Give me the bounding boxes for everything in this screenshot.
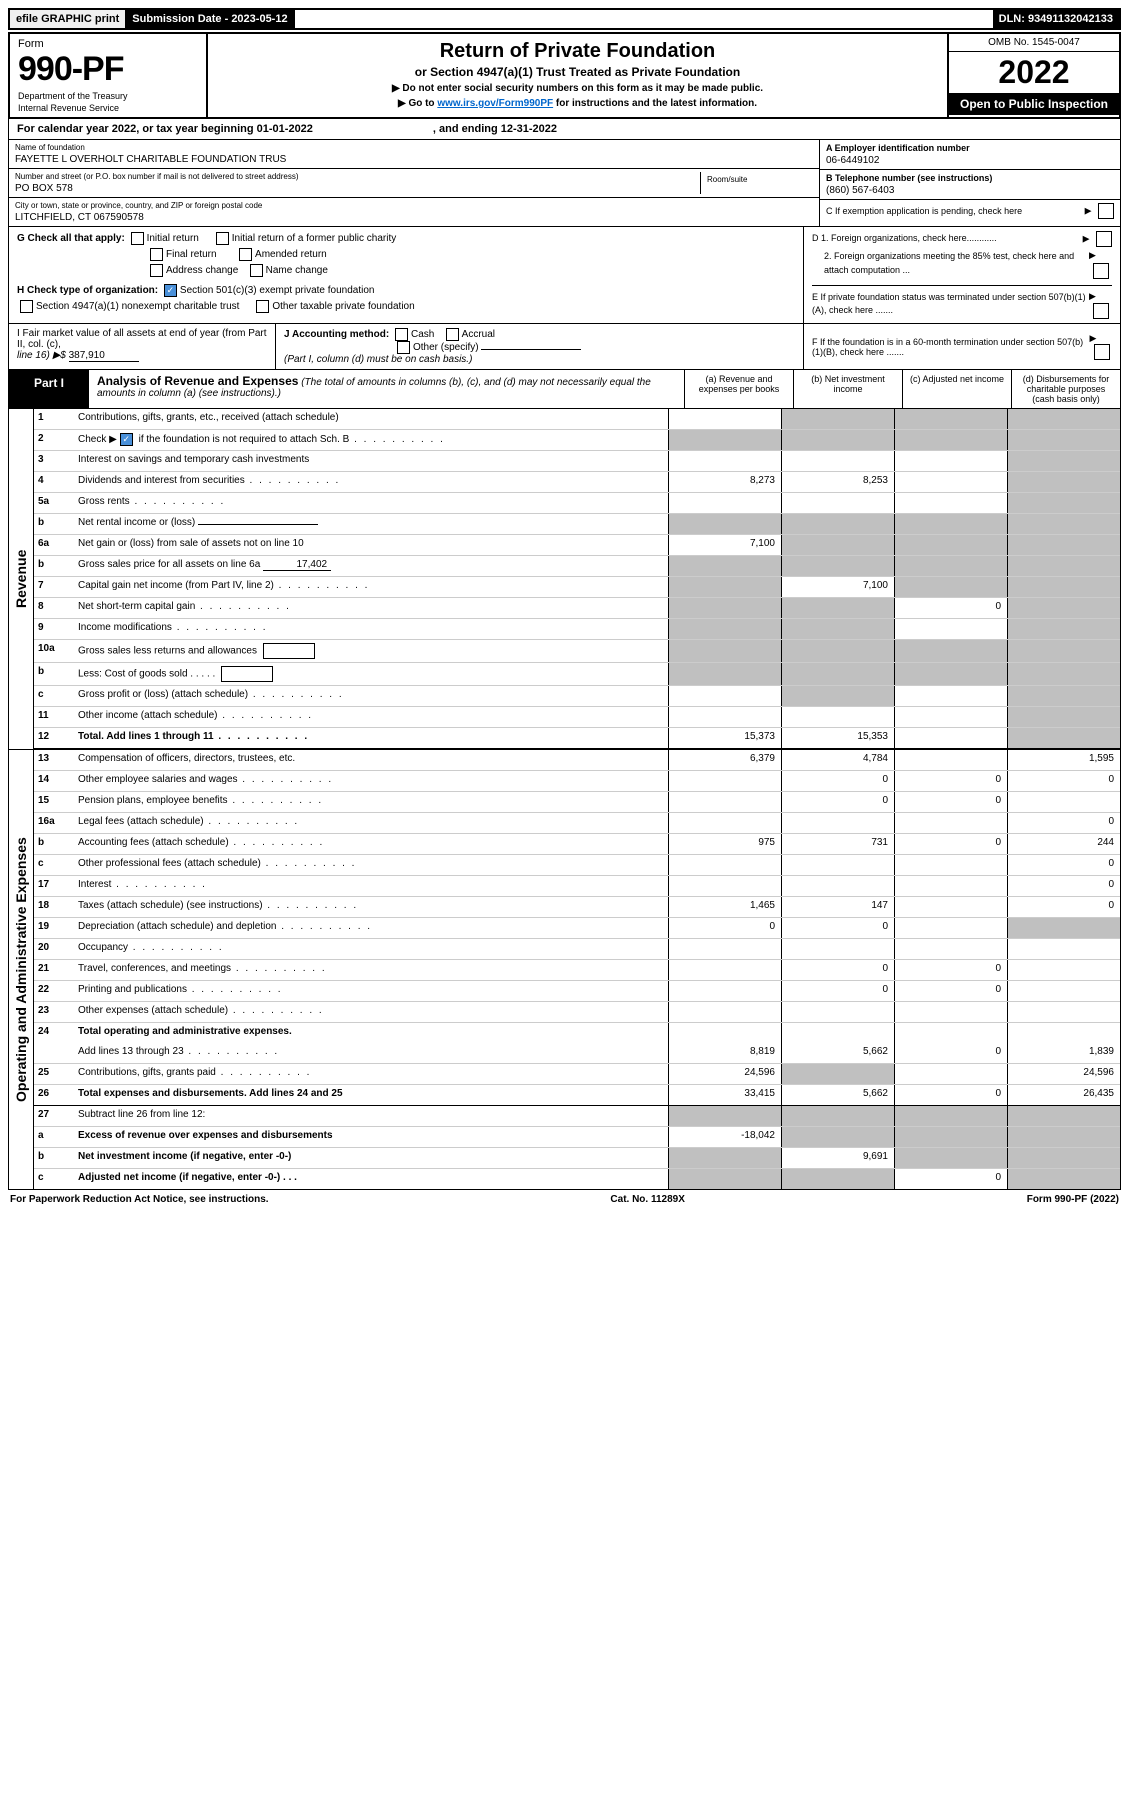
j-other-checkbox[interactable] — [397, 341, 410, 354]
expenses-side-label: Operating and Administrative Expenses — [9, 750, 34, 1189]
foundation-address: PO BOX 578 — [15, 183, 700, 194]
irs-link[interactable]: www.irs.gov/Form990PF — [437, 98, 553, 109]
foundation-city: LITCHFIELD, CT 067590578 — [15, 212, 813, 223]
top-bar: efile GRAPHIC print Submission Date - 20… — [8, 8, 1121, 30]
phone-label: B Telephone number (see instructions) — [826, 173, 1114, 183]
e-checkbox[interactable] — [1093, 303, 1109, 319]
part1-label: Part I — [9, 370, 89, 408]
form-title: Return of Private Foundation — [218, 40, 937, 63]
col-c-header: (c) Adjusted net income — [902, 370, 1011, 408]
h-label: H Check type of organization: — [17, 285, 158, 296]
col-a-header: (a) Revenue and expenses per books — [684, 370, 793, 408]
dln-number: DLN: 93491132042133 — [993, 10, 1119, 28]
d1-checkbox[interactable] — [1096, 231, 1112, 247]
part1-title: Analysis of Revenue and Expenses — [97, 374, 298, 388]
revenue-section: Revenue 1Contributions, gifts, grants, e… — [8, 409, 1121, 750]
part1-header: Part I Analysis of Revenue and Expenses … — [8, 370, 1121, 409]
calendar-year-row: For calendar year 2022, or tax year begi… — [8, 119, 1121, 140]
d2-label: 2. Foreign organizations meeting the 85%… — [824, 250, 1089, 277]
instruction-link: ▶ Go to www.irs.gov/Form990PF for instru… — [218, 98, 937, 109]
form-subtitle: or Section 4947(a)(1) Trust Treated as P… — [218, 65, 937, 79]
f-label: F If the foundation is in a 60-month ter… — [812, 337, 1090, 357]
i-label: I Fair market value of all assets at end… — [17, 328, 267, 350]
open-public-badge: Open to Public Inspection — [949, 93, 1119, 115]
d1-label: D 1. Foreign organizations, check here..… — [812, 232, 997, 246]
fmv-value: 387,910 — [69, 350, 139, 362]
addr-label: Number and street (or P.O. box number if… — [15, 172, 700, 181]
j-cash-checkbox[interactable] — [395, 328, 408, 341]
h-4947-checkbox[interactable] — [20, 300, 33, 313]
dept-irs: Internal Revenue Service — [18, 103, 198, 113]
j-label: J Accounting method: — [284, 329, 389, 340]
revenue-side-label: Revenue — [9, 409, 34, 749]
g-initial-checkbox[interactable] — [131, 232, 144, 245]
g-final-checkbox[interactable] — [150, 248, 163, 261]
j-note: (Part I, column (d) must be on cash basi… — [284, 354, 472, 365]
room-label: Room/suite — [707, 175, 807, 184]
name-label: Name of foundation — [15, 143, 813, 152]
line6b-value: 17,402 — [263, 559, 331, 571]
tax-year: 2022 — [949, 52, 1119, 93]
efile-print-button[interactable]: efile GRAPHIC print — [10, 10, 126, 28]
f-checkbox[interactable] — [1094, 344, 1110, 360]
form-header: Form 990-PF Department of the Treasury I… — [8, 32, 1121, 119]
city-label: City or town, state or province, country… — [15, 201, 813, 210]
catalog-number: Cat. No. 11289X — [610, 1194, 684, 1205]
g-amended-checkbox[interactable] — [239, 248, 252, 261]
h-other-checkbox[interactable] — [256, 300, 269, 313]
fmv-row: I Fair market value of all assets at end… — [8, 324, 1121, 370]
omb-number: OMB No. 1545-0047 — [949, 34, 1119, 52]
expenses-section: Operating and Administrative Expenses 13… — [8, 750, 1121, 1190]
page-footer: For Paperwork Reduction Act Notice, see … — [8, 1190, 1121, 1209]
c-checkbox[interactable] — [1098, 203, 1114, 219]
dept-treasury: Department of the Treasury — [18, 91, 198, 101]
foundation-info: Name of foundation FAYETTE L OVERHOLT CH… — [8, 140, 1121, 227]
paperwork-notice: For Paperwork Reduction Act Notice, see … — [10, 1194, 269, 1205]
e-label: E If private foundation status was termi… — [812, 291, 1089, 318]
g-label: G Check all that apply: — [17, 233, 125, 244]
g-initial-former-checkbox[interactable] — [216, 232, 229, 245]
check-section-gh: G Check all that apply: Initial return I… — [8, 227, 1121, 324]
h-501c3-checkbox[interactable] — [164, 284, 177, 297]
form-footer-label: Form 990-PF (2022) — [1027, 1194, 1119, 1205]
j-accrual-checkbox[interactable] — [446, 328, 459, 341]
foundation-name: FAYETTE L OVERHOLT CHARITABLE FOUNDATION… — [15, 154, 813, 165]
c-label: C If exemption application is pending, c… — [826, 206, 1022, 216]
form-number: 990-PF — [18, 50, 198, 89]
phone-value: (860) 567-6403 — [826, 185, 1114, 196]
ein-value: 06-6449102 — [826, 155, 1114, 166]
g-address-checkbox[interactable] — [150, 264, 163, 277]
d2-checkbox[interactable] — [1093, 263, 1109, 279]
form-label: Form — [18, 38, 198, 50]
submission-date: Submission Date - 2023-05-12 — [126, 10, 294, 28]
ein-label: A Employer identification number — [826, 143, 1114, 153]
schb-checkbox[interactable] — [120, 433, 133, 446]
col-b-header: (b) Net investment income — [793, 370, 902, 408]
g-name-checkbox[interactable] — [250, 264, 263, 277]
col-d-header: (d) Disbursements for charitable purpose… — [1011, 370, 1120, 408]
instruction-ssn: ▶ Do not enter social security numbers o… — [218, 83, 937, 94]
